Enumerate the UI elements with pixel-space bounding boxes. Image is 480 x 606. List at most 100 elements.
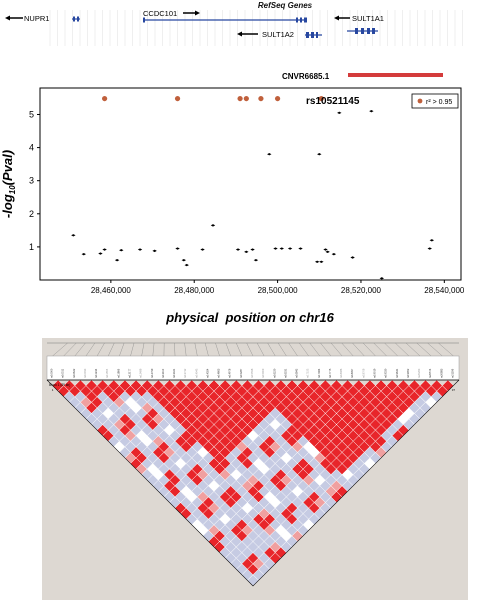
marker-name: rs18086 [339,368,343,378]
snp-point [332,253,336,255]
marker-name: rs17775 [328,368,332,378]
snp-point [298,247,302,249]
y-axis: 1 2 3 4 5 [29,109,40,251]
snp-point [98,252,102,254]
marker-name: rs10622 [72,368,76,378]
marker-name: rs18708 [361,368,365,378]
track-gridlines [50,10,463,46]
marker-name: rs15287 [239,368,243,378]
exon-sult1a2 [311,32,314,38]
snp-point [288,247,292,249]
exon-sult1a2 [316,32,318,38]
exon-sult1a1 [367,28,370,34]
y-axis-label: -log10(Pval) [0,150,17,218]
marker-name: rs12799 [150,368,154,378]
y-tick-label: 5 [29,109,34,119]
marker-name: rs19019 [372,368,376,378]
snp-point [138,248,142,250]
marker-name: rs19330 [384,368,388,378]
x-tick-label: 28,500,000 [258,286,299,295]
marker-name: rs17464 [317,368,321,378]
snp-point [254,259,258,261]
legend-marker [418,99,423,104]
x-tick-label: 28,540,000 [424,286,465,295]
snp-point [317,153,321,155]
snp-point [102,248,106,250]
snp-point [175,247,179,249]
exon-sult1a2 [306,32,309,38]
y-tick-label: 4 [29,143,34,153]
genes-track: RefSeq Genes NUPR1 CCDC101 [5,1,463,81]
y-tick-label: 1 [29,242,34,252]
gene-sult1a1: SULT1A1 [334,14,384,34]
gene-label-nupr1: NUPR1 [24,14,49,23]
arrowhead-left-icon [5,16,10,21]
marker-name: rs12488 [139,368,143,378]
marker-name: rs11866 [116,368,120,378]
snp-point [380,277,384,279]
marker-name: rs20263 [417,368,421,378]
marker-name: rs19641 [395,368,399,378]
marker-name: rs13421 [172,368,176,378]
snp-point [82,253,86,255]
exon-ccdc101 [300,18,302,23]
x-tick-label: 28,520,000 [341,286,382,295]
snp-point [273,247,277,249]
snp-point [315,261,319,263]
snp-point [185,264,189,266]
snp-point-high-ld [102,96,107,101]
y-tick-label: 3 [29,176,34,186]
data-points [71,96,434,280]
snp-point [250,248,254,250]
marker-index: 37 [452,388,456,392]
marker-name: rs12177 [128,368,132,378]
snp-point [182,259,186,261]
snp-point [211,224,215,226]
marker-name: rs19952 [406,368,410,378]
marker-name: rs20574 [428,368,432,378]
marker-name: rs16842 [295,368,299,378]
snp-point [236,248,240,250]
snp-point-high-ld [275,96,280,101]
exon-nupr1 [73,17,75,22]
snp-point [323,248,327,250]
snp-point [337,112,341,114]
marker-name: rs14665 [217,368,221,378]
marker-name: rs20885 [439,368,443,378]
ld-block-label: Block 1 (89 kb) [49,383,70,387]
arrowhead-right-icon [195,11,200,16]
snp-point [115,259,119,261]
marker-name: rs14976 [228,368,232,378]
exon-sult1a1 [361,28,364,34]
marker-name: rs11555 [105,368,109,378]
marker-name: rs13110 [161,368,165,378]
y-tick-label: 2 [29,209,34,219]
exon-sult1a1 [372,28,375,34]
marker-name: rs14043 [194,368,198,378]
marker-name: rs21196 [450,368,454,378]
snp-point [200,248,204,250]
marker-name: rs16220 [272,368,276,378]
marker-name: rs13732 [183,368,187,378]
gene-label-sult1a2: SULT1A2 [262,30,294,39]
plot-frame [40,88,461,280]
snp-point-high-ld [258,96,263,101]
marker-name: rs18397 [350,368,354,378]
ld-heatmap: rs100001rs103112rs106223rs109334rs112445… [42,338,468,600]
snp-point [428,247,432,249]
marker-name: rs15909 [261,368,265,378]
snp-point [244,251,248,253]
cnv-track: CNVR6685.1 [282,72,443,81]
exon-sult1a1 [355,28,358,34]
exon-nupr1 [77,17,79,22]
exon-ccdc101 [143,18,145,23]
marker-name: rs15598 [250,368,254,378]
marker-name: rs14354 [205,368,209,378]
snp-point [369,110,373,112]
x-tick-label: 28,460,000 [91,286,132,295]
legend: r² > 0.95 [412,94,458,108]
cnv-label: CNVR6685.1 [282,72,330,81]
marker-name: rs10000 [50,368,54,378]
